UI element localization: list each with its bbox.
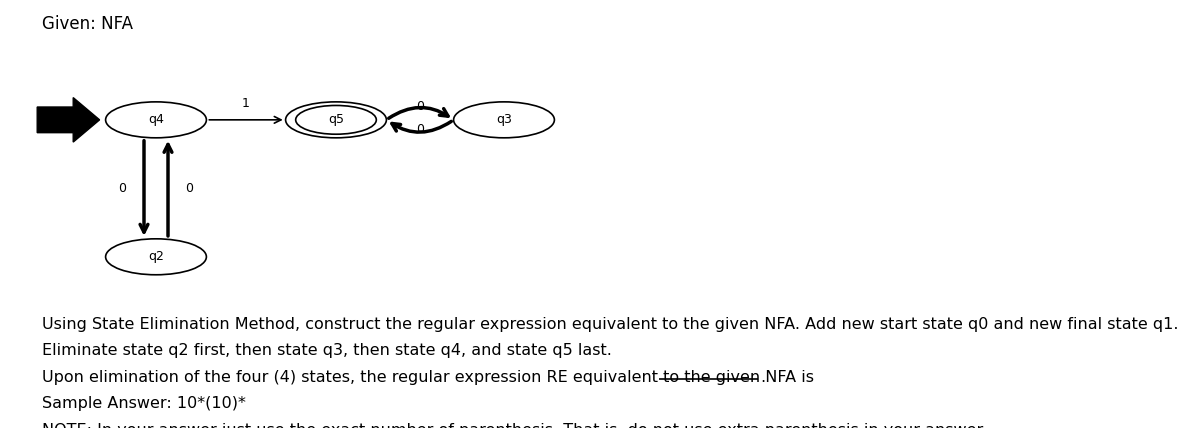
Text: 0: 0 — [416, 123, 424, 136]
Text: .: . — [761, 370, 766, 385]
Text: 0: 0 — [416, 101, 424, 113]
Text: q3: q3 — [496, 113, 512, 126]
Text: q5: q5 — [328, 113, 344, 126]
Circle shape — [106, 102, 206, 138]
Text: Using State Elimination Method, construct the regular expression equivalent to t: Using State Elimination Method, construc… — [42, 317, 1178, 332]
Circle shape — [454, 102, 554, 138]
Text: NOTE: In your answer just use the exact number of parenthesis. That is, do not u: NOTE: In your answer just use the exact … — [42, 423, 986, 428]
Text: Given: NFA: Given: NFA — [42, 15, 133, 33]
Circle shape — [286, 102, 386, 138]
Polygon shape — [37, 98, 100, 142]
Text: 1: 1 — [242, 98, 250, 110]
Circle shape — [106, 239, 206, 275]
Text: Upon elimination of the four (4) states, the regular expression RE equivalent to: Upon elimination of the four (4) states,… — [42, 370, 820, 385]
Text: 0: 0 — [186, 182, 193, 195]
Text: Sample Answer: 10*(10)*: Sample Answer: 10*(10)* — [42, 396, 246, 411]
Text: q4: q4 — [148, 113, 164, 126]
Text: Eliminate state q2 first, then state q3, then state q4, and state q5 last.: Eliminate state q2 first, then state q3,… — [42, 343, 612, 358]
Text: 0: 0 — [119, 182, 126, 195]
Text: q2: q2 — [148, 250, 164, 263]
